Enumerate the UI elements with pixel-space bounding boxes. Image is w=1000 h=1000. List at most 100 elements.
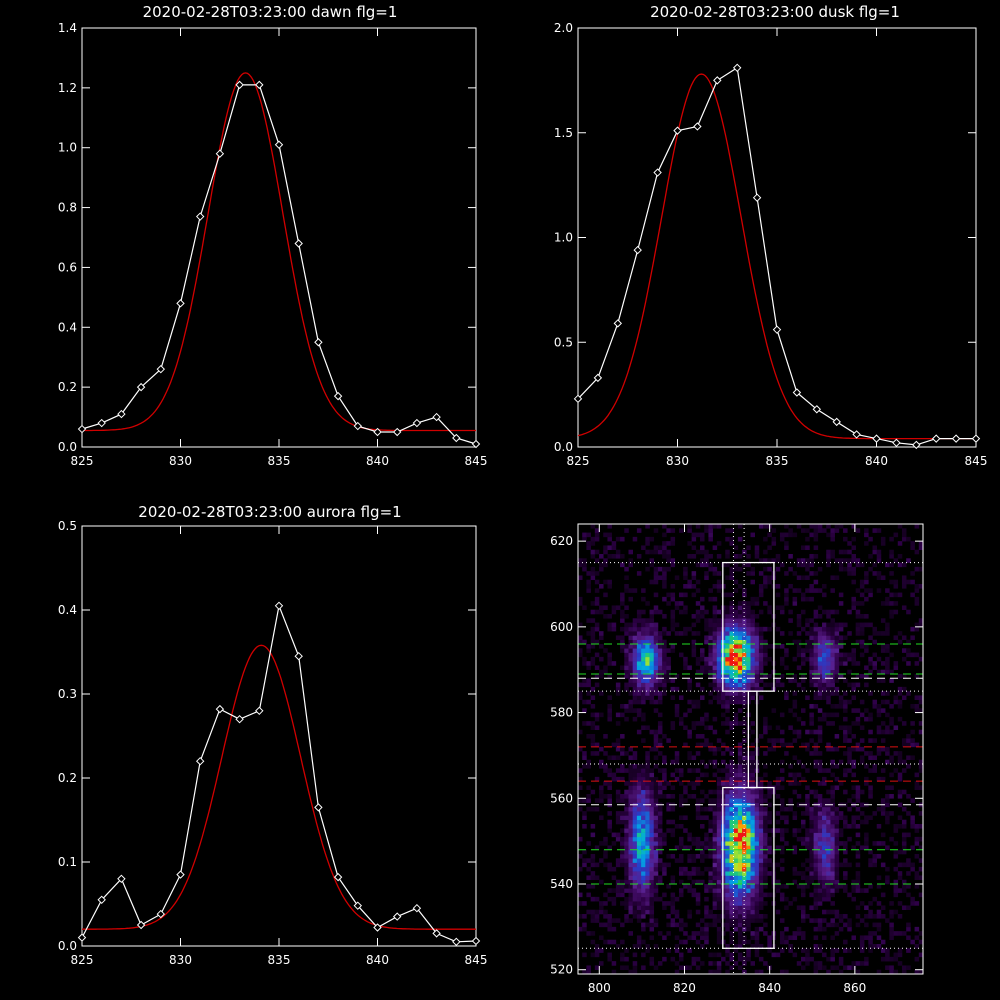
heatmap-cell (796, 665, 802, 671)
heatmap-cell (586, 909, 591, 915)
heatmap-cell (578, 768, 583, 773)
heatmap-cell (716, 935, 722, 941)
heatmap-cell (666, 674, 671, 679)
heatmap-cell (864, 579, 869, 585)
heatmap-cell (624, 584, 629, 589)
heatmap-cell (653, 781, 659, 786)
heatmap-cell (754, 545, 760, 551)
heatmap-cell (851, 579, 856, 585)
heatmap-cell (779, 661, 785, 666)
heatmap-cell (729, 866, 734, 872)
heatmap-cell (779, 815, 785, 821)
heatmap-cell (809, 588, 814, 593)
heatmap-cell (914, 695, 920, 701)
heatmap-cell (687, 751, 692, 756)
heatmap-cell (733, 674, 739, 679)
heatmap-cell (683, 665, 688, 671)
heatmap-cell (716, 901, 722, 906)
heatmap-cell (649, 618, 655, 623)
heatmap-cell (910, 704, 915, 709)
heatmap-cell (674, 575, 680, 581)
heatmap-cell (851, 605, 856, 611)
heatmap-cell (742, 639, 747, 645)
heatmap-cell (695, 931, 701, 936)
heatmap-cell (645, 648, 650, 653)
heatmap-cell (809, 648, 814, 653)
heatmap-cell (599, 635, 604, 641)
heatmap-cell (708, 618, 713, 623)
heatmap-cell (657, 815, 663, 821)
heatmap-cell (843, 725, 848, 731)
heatmap-cell (838, 661, 844, 666)
x-tick-label: 840 (366, 953, 389, 967)
heatmap-cell (750, 626, 756, 632)
heatmap-cell (914, 926, 920, 932)
heatmap-cell (754, 952, 760, 958)
heatmap-cell (754, 931, 760, 936)
heatmap-cell (771, 536, 777, 542)
data-point-marker (373, 923, 382, 932)
heatmap-cell (716, 648, 722, 653)
heatmap-cell (763, 824, 768, 829)
heatmap-cell (847, 965, 852, 971)
heatmap-cell (708, 554, 713, 559)
heatmap-cell (889, 759, 894, 765)
heatmap-cell (788, 725, 793, 731)
heatmap-cell (763, 849, 768, 855)
heatmap-cell (653, 871, 659, 876)
heatmap-cell (729, 918, 734, 923)
heatmap-cell (868, 635, 873, 641)
heatmap-cell (662, 532, 667, 538)
heatmap-cell (880, 811, 886, 816)
heatmap-cell (649, 536, 655, 542)
heatmap-cell (653, 622, 659, 628)
heatmap-cell (918, 858, 924, 863)
heatmap-cell (704, 712, 709, 718)
heatmap-cell (864, 588, 869, 593)
heatmap-cell (830, 639, 835, 645)
heatmap-cell (653, 742, 659, 748)
heatmap-cell (813, 704, 819, 709)
heatmap-cell (880, 536, 886, 542)
heatmap-cell (653, 806, 659, 812)
heatmap-cell (645, 635, 650, 641)
heatmap-cell (805, 884, 810, 889)
heatmap-cell (733, 776, 739, 782)
heatmap-cell (645, 536, 650, 542)
heatmap-cell (670, 875, 676, 881)
heatmap-cell (599, 841, 604, 846)
heatmap-cell (729, 571, 734, 576)
heatmap-cell (712, 832, 718, 838)
heatmap-cell (737, 824, 743, 829)
heatmap-cell (729, 781, 734, 786)
heatmap-cell (725, 871, 730, 876)
heatmap-cell (906, 905, 911, 911)
heatmap-cell (885, 691, 890, 696)
heatmap-cell (737, 918, 743, 923)
heatmap-cell (624, 841, 629, 846)
heatmap-cell (662, 935, 667, 941)
heatmap-cell (594, 948, 600, 953)
heatmap-cell (834, 665, 840, 671)
heatmap-cell (716, 669, 722, 675)
heatmap-cell (666, 884, 671, 889)
heatmap-cell (708, 566, 713, 572)
heatmap-cell (758, 626, 764, 632)
heatmap-cell (683, 742, 688, 748)
heatmap-cell (771, 746, 777, 752)
heatmap-cell (599, 961, 604, 966)
heatmap-cell (733, 909, 739, 915)
heatmap-cell (678, 858, 684, 863)
heatmap-cell (721, 781, 726, 786)
heatmap-cell (872, 854, 878, 859)
heatmap-cell (590, 618, 596, 623)
heatmap-cell (868, 656, 873, 662)
heatmap-cell (645, 819, 650, 825)
heatmap-cell (712, 678, 718, 683)
heatmap-cell (750, 669, 756, 675)
heatmap-cell (775, 554, 781, 559)
heatmap-cell (876, 841, 882, 846)
heatmap-cell (864, 596, 869, 602)
heatmap-cell (636, 854, 642, 859)
heatmap-cell (859, 918, 865, 923)
